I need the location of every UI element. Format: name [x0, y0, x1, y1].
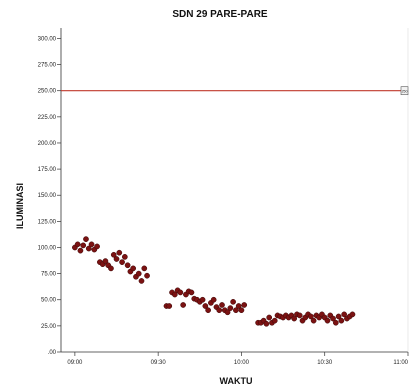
data-point: [230, 298, 236, 305]
y-tick-label: 175.00: [38, 167, 57, 173]
data-point: [330, 315, 336, 322]
data-point: [338, 317, 345, 324]
chart-title: SDN 29 PARE-PARE: [172, 9, 268, 20]
data-point: [310, 317, 317, 324]
data-point: [199, 296, 206, 303]
y-tick-label: 250.00: [38, 89, 57, 95]
data-point: [108, 265, 114, 272]
y-axis: .00 25.00 50.00 75.00 100.00 125.00 150.00 175.…: [38, 36, 61, 356]
data-point: [324, 317, 331, 324]
y-tick-label: 300.00: [38, 36, 57, 42]
data-point: [349, 311, 356, 318]
data-point: [171, 291, 178, 298]
data-point: [119, 259, 125, 265]
data-point: [224, 309, 231, 316]
data-point: [205, 307, 211, 314]
data-point: [188, 289, 195, 296]
data-point: [202, 303, 209, 309]
y-tick-label: 50.00: [41, 298, 57, 304]
data-point: [296, 312, 303, 319]
y-tick-label: .00: [48, 350, 57, 356]
data-point: [233, 307, 239, 314]
data-point: [291, 315, 298, 322]
data-point: [94, 243, 100, 250]
x-axis-label: WAKTU: [220, 376, 253, 386]
data-point: [271, 317, 278, 324]
data-point: [166, 303, 173, 309]
data-point: [241, 302, 248, 308]
data-point: [102, 258, 109, 264]
data-point: [332, 319, 339, 326]
data-point: [180, 302, 186, 308]
data-point: [335, 313, 342, 320]
y-tick-label: 25.00: [41, 324, 57, 330]
x-tick-label: 09:00: [67, 360, 83, 366]
y-tick-label: 100.00: [38, 245, 57, 251]
plot-frame: [60, 28, 409, 353]
y-tick-label: 125.00: [38, 219, 57, 225]
data-point: [88, 241, 95, 248]
y-tick-label: 75.00: [41, 272, 57, 278]
x-axis: 09:00 09:30 10:00 10:30 11:00: [67, 352, 409, 366]
data-point: [144, 272, 150, 279]
data-point: [77, 247, 84, 254]
data-point: [113, 256, 120, 262]
reference-line-group: 250: [61, 86, 409, 96]
data-point: [74, 241, 81, 248]
data-point: [135, 270, 142, 277]
x-tick-label: 10:30: [317, 360, 333, 366]
data-point: [121, 254, 128, 260]
data-point: [80, 242, 87, 249]
data-point: [210, 296, 217, 303]
data-point: [177, 289, 184, 296]
data-point: [263, 320, 270, 327]
data-point: [116, 249, 123, 256]
data-point: [235, 303, 242, 309]
y-axis-label: ILUMINASI: [15, 183, 25, 229]
data-point: [307, 313, 314, 320]
y-tick-label: 225.00: [38, 115, 57, 121]
data-point: [227, 305, 234, 311]
reference-line-marker: [400, 86, 409, 96]
data-point: [124, 262, 131, 269]
data-point: [83, 236, 89, 242]
x-tick-label: 09:30: [151, 360, 167, 366]
data-point: [216, 307, 223, 314]
data-point: [130, 265, 137, 272]
data-point: [110, 251, 117, 258]
data-point: [341, 311, 348, 318]
y-tick-label: 200.00: [38, 141, 57, 147]
x-tick-label: 10:00: [234, 360, 250, 366]
y-tick-label: 150.00: [38, 193, 57, 199]
data-points: [72, 236, 356, 327]
data-point: [138, 278, 145, 284]
reference-line-marker-label: 250: [402, 89, 408, 93]
data-point: [85, 245, 92, 252]
data-point: [266, 314, 273, 321]
data-point: [219, 302, 225, 308]
y-tick-label: 275.00: [38, 63, 57, 69]
data-point: [238, 307, 245, 314]
x-tick-label: 11:00: [393, 360, 408, 366]
data-point: [141, 265, 148, 272]
